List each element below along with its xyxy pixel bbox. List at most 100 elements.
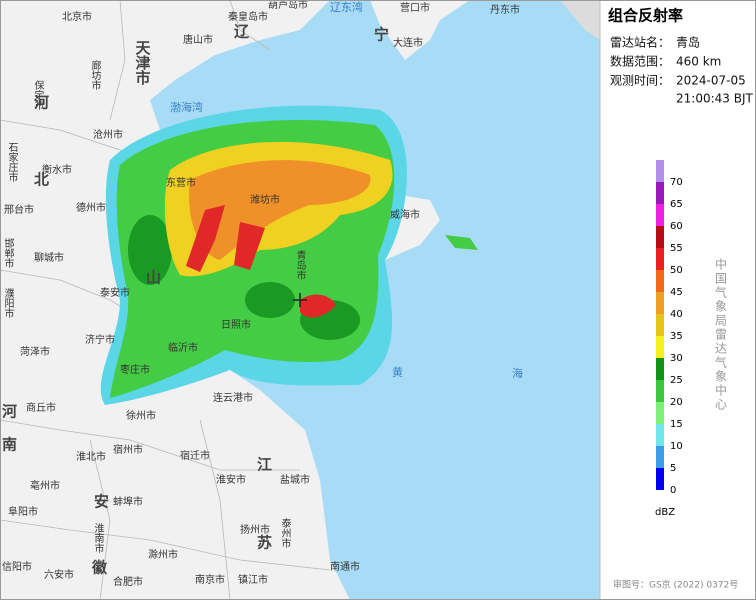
- echo-stronger: [189, 160, 371, 260]
- legend-tick-label: 10: [670, 441, 683, 452]
- legend-tick-label: 60: [670, 221, 683, 232]
- legend-tick-label: 45: [670, 287, 683, 298]
- legend-swatch: [656, 204, 664, 226]
- echo-moderate: [445, 235, 478, 250]
- map-label: 商丘市: [26, 401, 56, 414]
- map-label: 淮南市: [92, 523, 104, 554]
- map-label: 阜阳市: [8, 505, 38, 518]
- legend-unit: dBZ: [655, 507, 675, 518]
- legend-swatch: [656, 248, 664, 270]
- map-label: 淮北市: [76, 450, 106, 463]
- legend-tick-label: 40: [670, 309, 683, 320]
- legend-swatch: [656, 380, 664, 402]
- legend-tick-label: 35: [670, 331, 683, 342]
- echo-cell: [128, 215, 172, 285]
- legend-tick-label: 30: [670, 353, 683, 364]
- legend-swatch: [656, 358, 664, 380]
- map-label: 大连市: [393, 36, 423, 49]
- station: 青岛: [676, 35, 700, 50]
- title: 组合反射率: [608, 7, 683, 25]
- map-label: 宿州市: [113, 443, 143, 456]
- legend-tick-label: 65: [670, 199, 683, 210]
- legend-tick-label: 25: [670, 375, 683, 386]
- map-label: 辽: [234, 23, 249, 41]
- map-label: 滁州市: [148, 548, 178, 561]
- legend-swatch: [656, 314, 664, 336]
- range: 460 km: [676, 55, 721, 69]
- echo-severe: [300, 294, 336, 318]
- echo-severe: [186, 205, 225, 272]
- map-label: 衡水市: [42, 163, 72, 176]
- date: 2024-07-05: [676, 74, 746, 88]
- map-label: 石家庄市: [6, 142, 18, 183]
- time-label: 观测时间：: [610, 74, 670, 88]
- legend-swatch: [656, 446, 664, 468]
- legend-tick-label: 0: [670, 485, 676, 496]
- legend-tick-label: 55: [670, 243, 683, 254]
- map-label: 苏: [257, 534, 272, 552]
- map-label: 秦皇岛市: [228, 10, 268, 23]
- map-label: 威海市: [390, 208, 420, 221]
- map-label: 沧州市: [93, 128, 123, 141]
- map-label: 连云港市: [213, 391, 253, 404]
- map-label: 保定市: [32, 79, 44, 111]
- station-label: 雷达站名：: [610, 35, 670, 50]
- legend-swatch: [656, 336, 664, 358]
- map-label: 河: [34, 94, 49, 112]
- map-label: 盐城市: [280, 473, 310, 486]
- legend-swatch: [656, 226, 664, 248]
- map-label: 淮安市: [216, 473, 246, 486]
- map-label: 青岛市: [294, 249, 306, 281]
- map-label: 南通市: [330, 560, 360, 573]
- credit: 中国气象局雷达气象中心: [714, 257, 728, 412]
- map-label: 山: [146, 269, 161, 287]
- map-label: 东营市: [166, 176, 196, 189]
- map-label: 邯郸市: [2, 237, 14, 269]
- map-label: 济宁市: [85, 333, 115, 346]
- range-label: 数据范围：: [610, 54, 670, 69]
- map-label: 海: [512, 366, 523, 380]
- time: 21:00:43 BJT: [676, 92, 753, 106]
- map-label: 濮阳市: [2, 287, 14, 319]
- echo-severe: [234, 222, 265, 270]
- legend-tick-label: 20: [670, 397, 683, 408]
- map-label: 聊城市: [34, 251, 64, 264]
- legend-swatch: [656, 468, 664, 490]
- map-label: 镇江市: [238, 573, 268, 586]
- radar-echo: [100, 105, 478, 405]
- map-label: 黄: [392, 365, 403, 379]
- map-label: 南京市: [195, 573, 225, 586]
- map-label: 枣庄市: [120, 363, 150, 376]
- legend-tick-label: 70: [670, 177, 683, 188]
- map-label: 德州市: [76, 201, 106, 214]
- map-label: 廊坊市: [89, 59, 101, 91]
- radar-station: [293, 293, 307, 307]
- map-label: 天津市: [134, 40, 152, 86]
- legend-swatch: [656, 292, 664, 314]
- map-label: 泰安市: [100, 286, 130, 299]
- legend-swatch: [656, 424, 664, 446]
- approval: 审图号：GS京 (2022) 0372号: [613, 579, 738, 591]
- map-label: 南: [2, 436, 17, 454]
- map-label: 徐州市: [126, 409, 156, 422]
- land-corner: [530, 0, 600, 40]
- legend-tick-label: 15: [670, 419, 683, 430]
- map-label: 唐山市: [183, 33, 213, 46]
- map-label: 江: [257, 456, 272, 474]
- map-label: 菏泽市: [20, 345, 50, 358]
- map-label: 泰州市: [279, 517, 291, 549]
- map-label: 六安市: [44, 568, 74, 581]
- echo-cell: [245, 282, 295, 318]
- map-label: 丹东市: [490, 3, 520, 16]
- legend-tick-label: 5: [670, 463, 676, 474]
- map-label: 邢台市: [4, 203, 34, 216]
- map-label: 北京市: [62, 10, 92, 23]
- map-label: 辽东湾: [330, 0, 363, 14]
- map-label: 临沂市: [168, 341, 198, 354]
- map-label: 扬州市: [240, 523, 270, 536]
- info-panel: [600, 0, 756, 600]
- map-label: 北: [34, 171, 49, 189]
- legend-tick-label: 50: [670, 265, 683, 276]
- map-label: 宿迁市: [180, 449, 210, 462]
